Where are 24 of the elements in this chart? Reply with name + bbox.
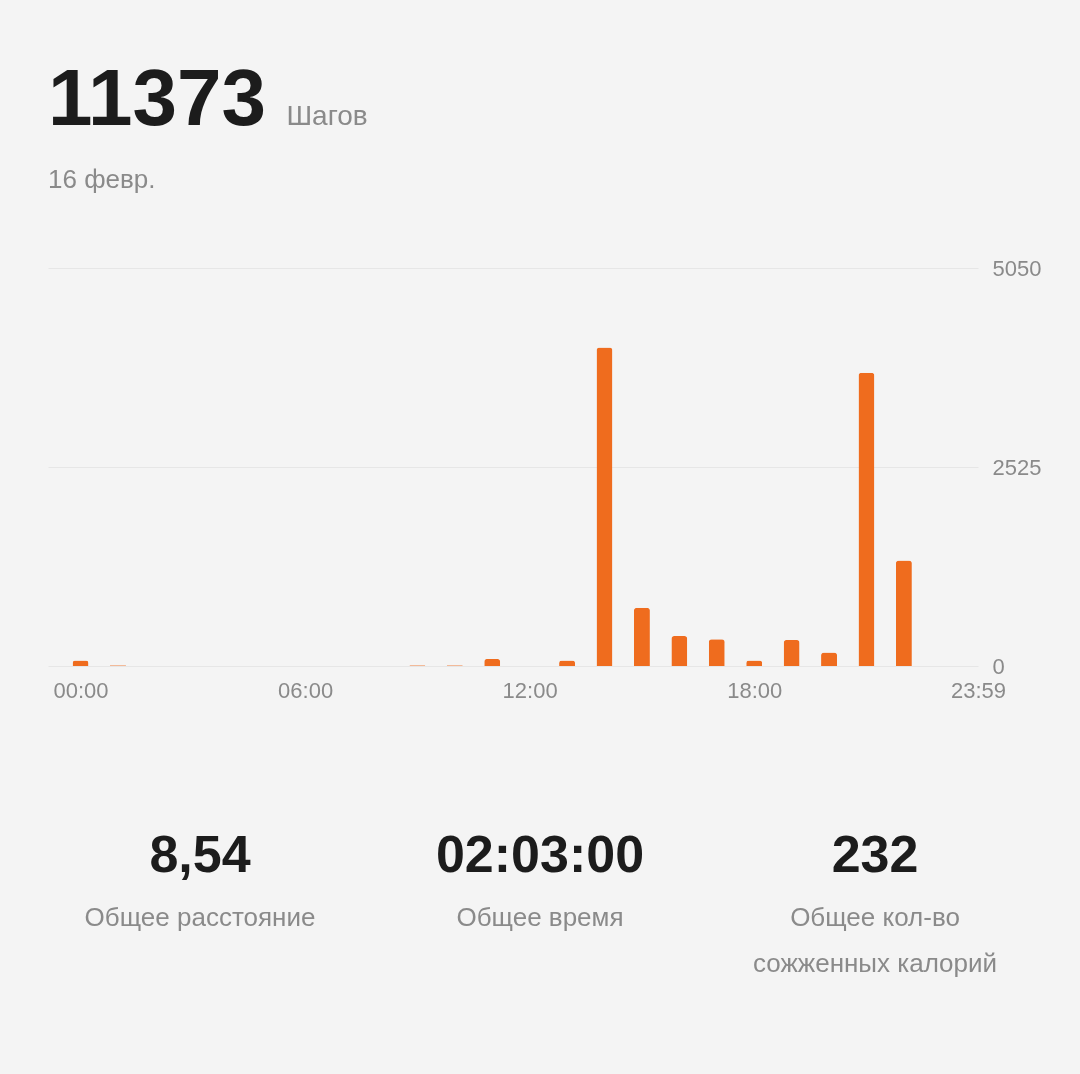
text: Шагов [286,100,368,131]
bar [783,639,800,666]
text: Общее кол-во сожженных калорий [752,902,998,978]
x-tick-label: 23:59 [950,677,1007,703]
y-tick-label: 2525 [992,454,1042,480]
bar [895,560,912,666]
text: 8,54 [149,825,251,883]
bar [633,607,650,666]
text: 02:03:00 [435,825,645,883]
y-tick-label: 5050 [992,255,1042,281]
text: Общее время [456,902,624,932]
bar [708,639,725,666]
bar [858,372,875,666]
x-tick-label: 18:00 [727,677,783,703]
x-tick-label: 12:00 [502,677,558,703]
x-tick-label: 06:00 [278,677,334,703]
x-tick-label: 00:00 [53,677,109,703]
text: Общее расстояние [84,902,316,932]
chart-title: 11373 [48,53,267,142]
bar [671,636,688,666]
chart-subtitle: 16 февр. [48,164,156,194]
y-tick-label: 0 [992,653,1005,679]
text: 232 [831,825,919,883]
bar [596,347,613,666]
